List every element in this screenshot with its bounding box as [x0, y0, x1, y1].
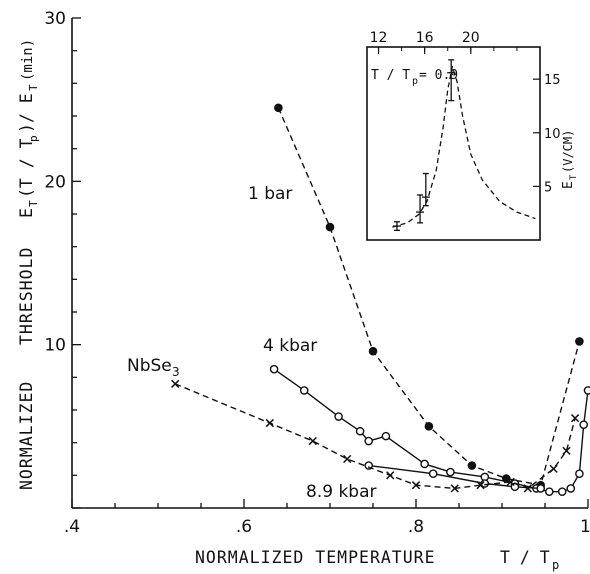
x-tick-label: 1.0	[580, 517, 590, 537]
label-1-bar: 1 bar	[248, 184, 292, 204]
y-axis-expr-e: E	[17, 208, 36, 218]
cross-stroke	[308, 436, 317, 446]
data-point-filled	[424, 422, 434, 431]
inset-data-point	[421, 172, 430, 207]
cross-stroke	[411, 481, 421, 490]
y-axis-label: NORMALIZED THRESHOLD E T (T / T p )/ E T…	[17, 39, 40, 490]
inset-ylabel-sub: T	[569, 174, 579, 180]
label-8-9-kbar: 8.9 kbar	[306, 482, 376, 502]
inset-condition: T / T	[371, 68, 410, 83]
inset-x-tick-label: 12	[370, 30, 388, 46]
cross-stroke	[343, 454, 352, 464]
data-point-cross	[562, 446, 571, 455]
series-4	[171, 379, 580, 493]
data-point-open	[545, 487, 554, 496]
inset-y-tick-label: 15	[544, 73, 561, 88]
main-axes: .4 .6 .8 1.0 10 20 30	[44, 9, 590, 537]
data-point-cross	[265, 418, 274, 428]
inset-data-point	[392, 221, 401, 232]
data-point-cross	[523, 484, 532, 493]
data-point-cross	[506, 477, 515, 486]
label-material: NbSe	[127, 356, 172, 376]
data-point-cross	[476, 481, 485, 490]
x-tick-label: .4	[64, 517, 80, 537]
y-axis-expr-sub1: T	[27, 200, 40, 207]
inset-ylabel-unit: (V/CM)	[561, 130, 575, 173]
data-point-open	[428, 469, 438, 479]
data-point-open	[557, 487, 567, 496]
y-axis-expr-end: (min)	[20, 39, 36, 81]
series-line	[277, 107, 581, 486]
data-point-open	[299, 386, 309, 395]
data-point-cross	[308, 436, 317, 446]
data-point-open	[269, 364, 279, 374]
cross-stroke	[450, 484, 459, 493]
data-point-filled	[467, 461, 477, 470]
data-point-open	[566, 484, 576, 493]
data-point-cross	[549, 464, 558, 473]
label-4-kbar: 4 kbar	[263, 336, 317, 356]
cross-stroke	[506, 477, 515, 486]
cross-stroke	[386, 471, 395, 480]
data-point-open	[575, 469, 584, 479]
x-tick-label: .6	[236, 517, 252, 537]
series-2	[269, 364, 590, 496]
inset-data-point	[447, 59, 456, 102]
data-point-open	[364, 436, 374, 446]
cross-stroke	[570, 414, 580, 423]
inset-y-axis-label: E T (V/CM)	[561, 130, 579, 189]
x-tick-label: .8	[408, 517, 424, 537]
data-point-filled	[368, 346, 378, 356]
data-point-cross	[171, 379, 180, 388]
y-axis-expr-mid: (T / T	[17, 138, 36, 198]
x-axis-symbol-sub: p	[552, 558, 559, 572]
data-point-cross	[411, 481, 421, 490]
inset-condition-sub: p	[412, 76, 418, 87]
data-point-cross	[570, 414, 580, 423]
data-point-cross	[386, 471, 395, 480]
cross-stroke	[549, 464, 558, 473]
cross-stroke	[523, 484, 532, 493]
data-point-cross	[450, 484, 459, 493]
data-point-open	[583, 386, 590, 395]
data-point-open	[536, 484, 546, 493]
series-line	[174, 383, 576, 490]
inset-y-tick-label: 5	[544, 180, 552, 195]
series-layer	[171, 103, 590, 496]
inset-condition-value: = 0.9	[419, 68, 458, 83]
data-point-filled	[575, 337, 584, 346]
cross-stroke	[171, 379, 180, 388]
inset-data-point	[416, 194, 425, 224]
inset-curve	[392, 66, 536, 228]
cross-stroke	[476, 481, 485, 490]
inset-y-tick-label: 10	[544, 127, 561, 142]
data-point-cross	[343, 454, 352, 464]
inset-x-tick-label: 16	[416, 30, 434, 46]
data-point-filled	[274, 103, 283, 113]
data-point-open	[579, 420, 589, 430]
data-point-open	[420, 459, 429, 469]
y-tick-label: 10	[44, 336, 66, 356]
cross-stroke	[562, 446, 571, 455]
data-point-filled	[325, 222, 335, 232]
y-tick-label: 30	[44, 9, 66, 29]
inset-ylabel-e: E	[561, 181, 576, 189]
data-point-open	[355, 426, 365, 436]
y-axis-expr-sub2: p	[27, 135, 40, 142]
y-tick-label: 20	[44, 172, 66, 192]
y-axis-expr-sub3: T	[27, 84, 40, 91]
y-axis-word-threshold: THRESHOLD	[17, 247, 36, 345]
data-point-open	[334, 412, 343, 421]
inset-chart: 12 16 20 5 10 15	[366, 30, 561, 241]
label-material-sub: 3	[172, 365, 180, 379]
y-axis-expr-tail: )/ E	[17, 93, 36, 133]
x-axis-symbol: T / T	[500, 548, 550, 567]
cross-stroke	[265, 418, 274, 428]
y-axis-word-normalized: NORMALIZED	[17, 381, 36, 490]
data-point-open	[446, 467, 455, 477]
x-axis-label: NORMALIZED TEMPERATURE	[195, 548, 436, 567]
inset-x-tick-label: 20	[462, 30, 480, 46]
data-point-open	[381, 431, 391, 441]
